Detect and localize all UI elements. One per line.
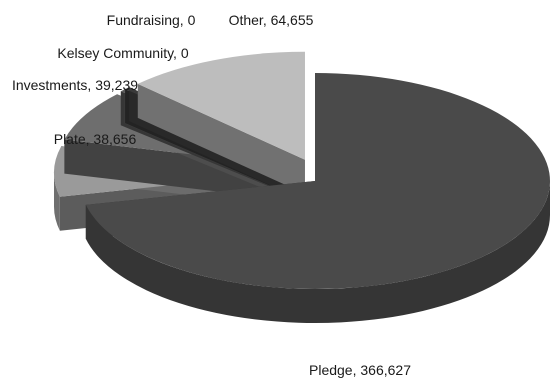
data-label-other: Other, 64,655 [229, 12, 314, 28]
data-label-investments: Investments, 39,239 [12, 77, 138, 93]
data-label-pledge: Pledge, 366,627 [309, 362, 411, 378]
data-label-kelsey-community: Kelsey Community, 0 [57, 45, 188, 61]
pie-slice-pledge [85, 73, 551, 324]
pie-slice-other [137, 51, 305, 194]
data-label-fundraising: Fundraising, 0 [107, 12, 196, 28]
data-label-plate: Plate, 38,656 [54, 131, 137, 147]
